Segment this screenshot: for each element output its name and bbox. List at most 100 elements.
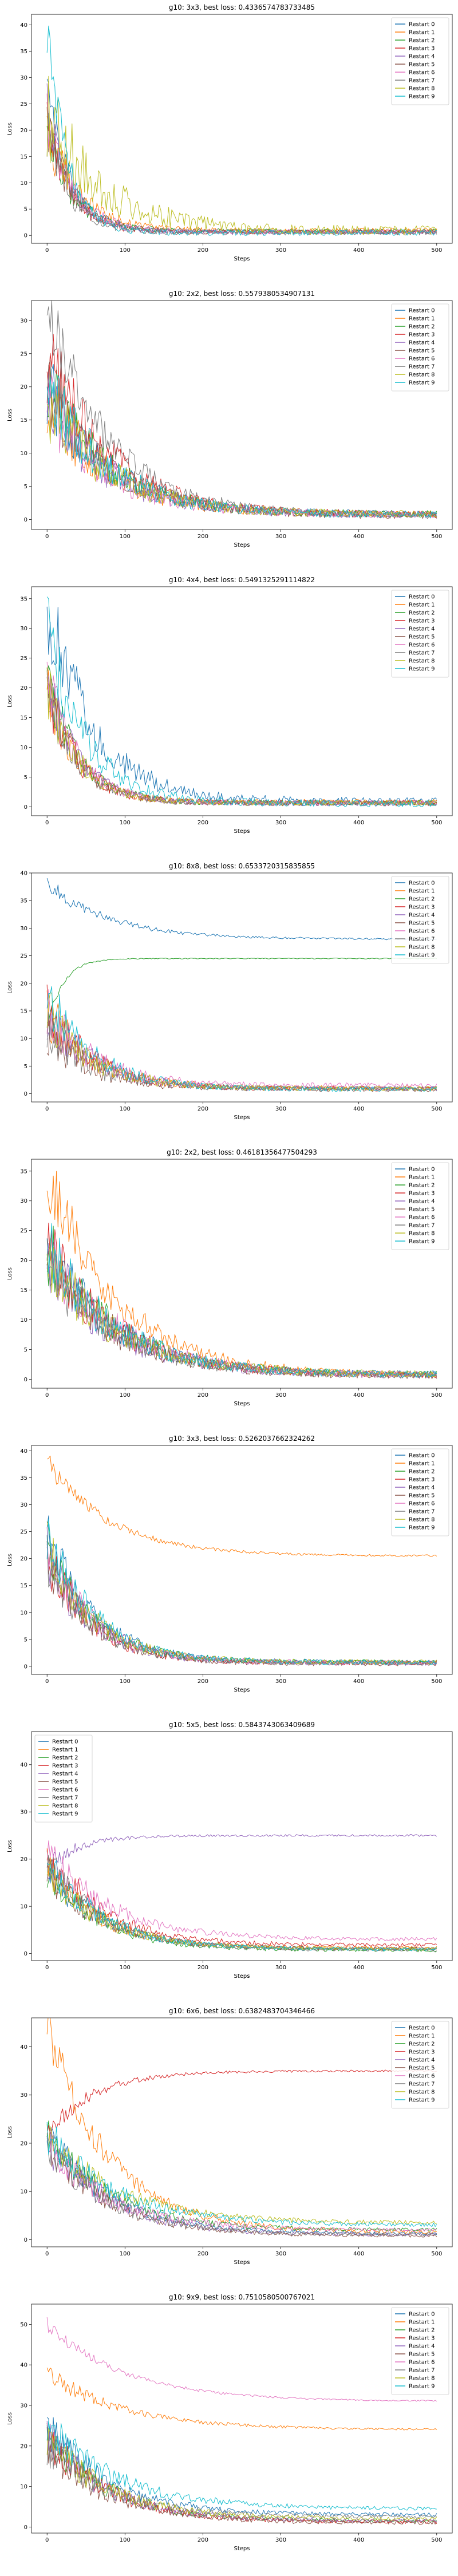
legend-label: Restart 8 — [52, 1803, 78, 1809]
series-line-3 — [46, 1222, 437, 1379]
x-tick-label: 300 — [275, 247, 286, 254]
x-tick-label: 200 — [198, 2251, 208, 2257]
legend-label: Restart 2 — [52, 1755, 78, 1761]
plot-frame — [31, 1445, 453, 1675]
x-tick-label: 200 — [198, 820, 208, 826]
series-line-3 — [46, 2069, 437, 2135]
x-tick-label: 200 — [198, 1965, 208, 1971]
chart-3: g10: 8x8, best loss: 0.6533720315835855 0… — [7, 862, 453, 1121]
y-tick-label: 0 — [24, 2237, 27, 2243]
x-tick-label: 200 — [198, 1392, 208, 1398]
y-tick-label: 20 — [20, 1856, 27, 1863]
x-axis-label: Steps — [234, 2546, 250, 2552]
series-line-4 — [46, 83, 437, 235]
chart-5: g10: 3x3, best loss: 0.5262037662324262 0… — [7, 1435, 453, 1693]
x-tick-label: 0 — [45, 2537, 49, 2543]
x-tick-label: 300 — [275, 1392, 286, 1398]
x-tick-label: 400 — [353, 2537, 364, 2543]
series-line-1 — [46, 1455, 437, 1557]
y-tick-label: 20 — [20, 384, 27, 390]
legend-label: Restart 0 — [409, 1167, 435, 1173]
legend-label: Restart 9 — [409, 2097, 435, 2104]
plot-frame — [31, 586, 453, 816]
y-tick-label: 40 — [20, 2362, 27, 2369]
series-lines — [46, 596, 437, 807]
series-line-1 — [46, 116, 437, 234]
legend-label: Restart 1 — [409, 2320, 435, 2326]
y-tick-label: 35 — [20, 1168, 27, 1175]
y-tick-label: 30 — [20, 926, 27, 932]
legend-label: Restart 0 — [409, 880, 435, 887]
x-tick-label: 300 — [275, 2251, 286, 2257]
y-tick-label: 0 — [24, 233, 27, 239]
series-line-0 — [46, 1850, 437, 1951]
legend-box — [391, 2307, 449, 2395]
x-tick-label: 100 — [120, 534, 131, 540]
chart-0: g10: 3x3, best loss: 0.4336574783733485 0… — [7, 3, 453, 262]
legend-label: Restart 3 — [409, 1191, 435, 1197]
legend-label: Restart 5 — [409, 1493, 435, 1499]
y-tick-label: 40 — [20, 871, 27, 877]
legend-label: Restart 8 — [409, 1517, 435, 1523]
series-line-6 — [46, 374, 437, 519]
x-axis-label: Steps — [234, 542, 250, 548]
legend-label: Restart 1 — [409, 2033, 435, 2040]
y-tick-label: 25 — [20, 953, 27, 959]
series-line-8 — [46, 2428, 437, 2521]
x-tick-label: 0 — [45, 2251, 49, 2257]
y-tick-label: 0 — [24, 517, 27, 523]
legend-label: Restart 7 — [52, 1795, 78, 1801]
series-line-4 — [46, 1014, 437, 1092]
x-tick-label: 100 — [120, 2537, 131, 2543]
x-tick-label: 300 — [275, 1965, 286, 1971]
legend-label: Restart 4 — [409, 1485, 435, 1491]
legend-label: Restart 0 — [409, 22, 435, 28]
y-tick-label: 0 — [24, 2524, 27, 2531]
y-tick-label: 30 — [20, 75, 27, 81]
series-line-1 — [46, 393, 437, 518]
y-tick-label: 15 — [20, 1008, 27, 1014]
legend-label: Restart 2 — [409, 1183, 435, 1189]
x-tick-label: 200 — [198, 247, 208, 254]
legend-label: Restart 1 — [52, 1747, 78, 1753]
legend-label: Restart 6 — [409, 642, 435, 649]
series-line-0 — [46, 1515, 437, 1665]
series-line-4 — [46, 1243, 437, 1378]
x-tick-label: 0 — [45, 820, 49, 826]
x-tick-label: 200 — [198, 534, 208, 540]
series-line-7 — [46, 2135, 437, 2237]
x-tick-label: 200 — [198, 1106, 208, 1112]
y-tick-label: 25 — [20, 1529, 27, 1535]
x-tick-label: 400 — [353, 1678, 364, 1685]
series-line-7 — [46, 2431, 437, 2519]
legend-label: Restart 1 — [409, 30, 435, 36]
legend-label: Restart 3 — [52, 1763, 78, 1769]
legend-box — [391, 303, 449, 392]
y-tick-label: 20 — [20, 1556, 27, 1562]
x-tick-label: 500 — [431, 1965, 442, 1971]
legend-label: Restart 6 — [409, 929, 435, 935]
series-lines — [46, 1834, 437, 1953]
x-tick-label: 400 — [353, 247, 364, 254]
series-line-6 — [46, 93, 437, 235]
y-tick-label: 10 — [20, 2484, 27, 2490]
y-tick-label: 0 — [24, 1377, 27, 1383]
y-tick-label: 0 — [24, 1664, 27, 1670]
series-line-3 — [46, 334, 437, 518]
series-lines — [46, 301, 437, 519]
series-line-3 — [46, 1546, 437, 1666]
legend-label: Restart 0 — [409, 2312, 435, 2318]
series-line-2 — [46, 2425, 437, 2523]
y-tick-label: 10 — [20, 451, 27, 457]
series-line-6 — [46, 1239, 437, 1378]
series-line-0 — [46, 2417, 437, 2517]
legend-label: Restart 5 — [409, 920, 435, 927]
series-line-6 — [46, 2132, 437, 2232]
x-tick-label: 0 — [45, 1106, 49, 1112]
chart-7: g10: 6x6, best loss: 0.6382483704346466 0… — [7, 2007, 453, 2266]
legend-label: Restart 7 — [409, 2081, 435, 2088]
y-tick-label: 25 — [20, 655, 27, 662]
